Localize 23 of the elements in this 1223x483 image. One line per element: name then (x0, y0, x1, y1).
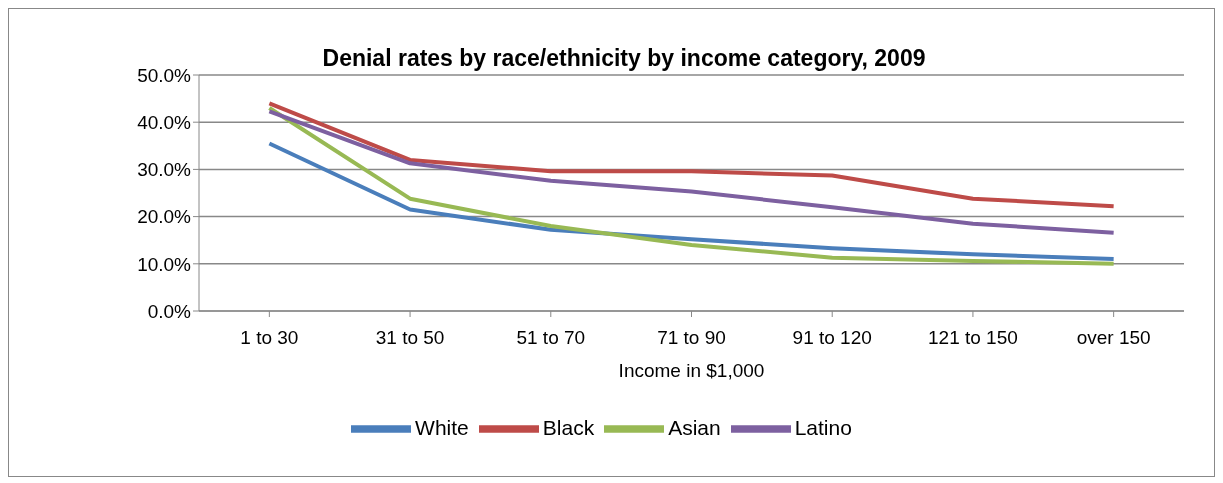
x-tick-label: 31 to 50 (375, 327, 445, 349)
y-tick-label: 30.0% (137, 159, 192, 181)
x-axis-title: Income in $1,000 (618, 360, 765, 381)
x-tick-label: 71 to 90 (657, 327, 726, 349)
x-tick-label: 91 to 120 (792, 327, 872, 349)
x-tick-label: 51 to 70 (516, 327, 586, 349)
legend-label: Latino (794, 415, 852, 439)
x-tick-label: 1 to 30 (240, 327, 299, 349)
legend-label: Asian (668, 415, 721, 439)
line-series (267, 106, 1116, 266)
legend-label: White (415, 415, 469, 439)
y-tick-label: 20.0% (137, 206, 192, 228)
x-tick-label: 121 to 150 (928, 327, 1018, 349)
y-tick-label: 40.0% (137, 111, 192, 133)
legend-label: Black (542, 415, 595, 439)
line-series (267, 109, 1116, 235)
y-tick-label: 10.0% (137, 253, 192, 275)
line-series (267, 101, 1116, 209)
y-tick-label: 0.0% (147, 300, 192, 322)
chart-title: Denial rates by race/ethnicity by income category, 2009 (322, 45, 926, 71)
y-tick-label: 50.0% (137, 64, 192, 86)
line-series (267, 141, 1116, 262)
x-tick-label: over 150 (1076, 327, 1151, 349)
